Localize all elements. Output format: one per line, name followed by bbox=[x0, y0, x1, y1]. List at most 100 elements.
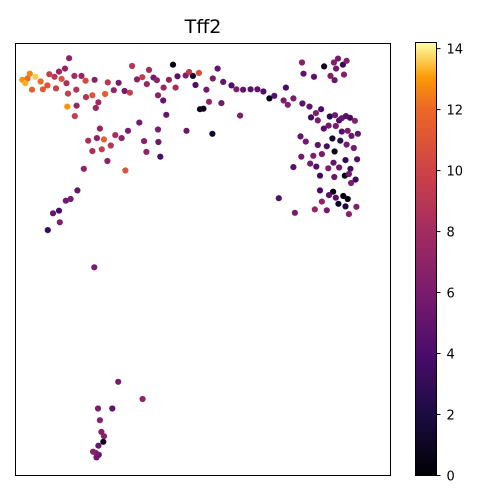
data-point bbox=[318, 151, 325, 158]
data-point bbox=[183, 127, 190, 134]
data-point bbox=[307, 160, 314, 167]
data-point bbox=[254, 86, 261, 93]
data-point bbox=[220, 78, 227, 85]
data-point bbox=[104, 79, 111, 86]
data-point bbox=[339, 61, 346, 68]
data-point bbox=[240, 86, 247, 93]
data-point bbox=[186, 68, 193, 76]
data-point bbox=[126, 89, 133, 96]
data-point bbox=[139, 74, 146, 81]
data-point bbox=[95, 99, 102, 106]
data-point bbox=[345, 211, 352, 218]
data-point bbox=[121, 87, 128, 95]
data-point bbox=[344, 195, 351, 203]
data-point bbox=[344, 127, 351, 134]
data-point bbox=[336, 164, 343, 171]
data-point bbox=[330, 59, 337, 66]
data-point bbox=[312, 110, 319, 117]
data-point bbox=[82, 77, 89, 84]
data-point bbox=[141, 138, 148, 145]
data-point bbox=[290, 95, 297, 102]
data-point bbox=[340, 192, 347, 200]
data-point bbox=[311, 206, 318, 213]
data-point bbox=[91, 264, 98, 271]
data-point bbox=[314, 117, 321, 124]
data-point bbox=[228, 82, 235, 89]
data-point bbox=[348, 132, 355, 139]
colorbar-tick-label: 0 bbox=[447, 470, 455, 485]
colorbar-tick-label: 12 bbox=[447, 104, 464, 119]
data-point bbox=[37, 78, 44, 85]
data-point bbox=[218, 100, 225, 107]
data-point bbox=[58, 75, 65, 82]
data-point bbox=[169, 61, 177, 68]
data-point bbox=[323, 207, 330, 214]
data-point bbox=[64, 90, 72, 97]
data-point bbox=[282, 84, 289, 91]
data-point bbox=[91, 76, 98, 83]
data-point bbox=[298, 59, 306, 66]
data-point bbox=[260, 88, 267, 95]
data-point bbox=[28, 86, 36, 93]
data-point bbox=[196, 106, 204, 113]
data-point bbox=[154, 126, 162, 133]
data-point bbox=[330, 188, 337, 195]
data-point bbox=[129, 62, 136, 70]
data-point bbox=[350, 144, 357, 152]
data-point bbox=[343, 141, 350, 148]
data-point bbox=[160, 84, 167, 91]
data-point bbox=[310, 152, 317, 159]
data-point bbox=[145, 66, 153, 73]
data-point bbox=[337, 137, 344, 144]
data-point bbox=[284, 101, 291, 108]
data-point bbox=[100, 136, 108, 143]
data-point bbox=[95, 442, 102, 449]
data-point bbox=[327, 72, 334, 79]
data-point bbox=[330, 159, 337, 166]
data-point bbox=[157, 153, 164, 160]
data-point bbox=[44, 227, 51, 234]
data-point bbox=[347, 165, 354, 172]
data-point bbox=[275, 195, 282, 202]
data-point bbox=[52, 85, 60, 92]
data-point bbox=[122, 167, 129, 174]
data-point bbox=[172, 84, 179, 91]
chart-title: Tff2 bbox=[184, 16, 222, 38]
data-point bbox=[100, 433, 108, 440]
data-point bbox=[290, 164, 297, 171]
data-point bbox=[343, 57, 350, 64]
data-point bbox=[155, 138, 162, 146]
data-point bbox=[353, 203, 360, 210]
data-point bbox=[143, 81, 150, 88]
data-point bbox=[214, 65, 221, 72]
data-point bbox=[354, 130, 361, 137]
colorbar bbox=[415, 42, 437, 476]
data-point bbox=[80, 165, 87, 172]
data-point bbox=[205, 98, 213, 105]
data-point bbox=[133, 76, 141, 83]
data-point bbox=[143, 148, 150, 155]
data-point bbox=[313, 163, 320, 170]
data-point bbox=[318, 198, 325, 205]
data-point bbox=[62, 197, 69, 204]
data-point bbox=[320, 125, 327, 132]
data-point bbox=[153, 77, 160, 84]
data-point bbox=[94, 405, 102, 412]
data-point bbox=[189, 72, 196, 79]
data-point bbox=[352, 176, 359, 183]
data-point bbox=[96, 417, 103, 424]
colorbar-ticks: 0 2 4 6 8 10 12 14 bbox=[436, 43, 464, 485]
data-point bbox=[115, 378, 122, 385]
data-point bbox=[51, 73, 58, 80]
data-point bbox=[299, 100, 306, 107]
data-point bbox=[82, 94, 90, 101]
data-point bbox=[102, 90, 109, 98]
data-point bbox=[71, 113, 78, 120]
data-point bbox=[160, 97, 167, 104]
data-point bbox=[345, 170, 352, 178]
colorbar-tick-label: 10 bbox=[447, 165, 464, 180]
data-point bbox=[280, 97, 287, 104]
data-point bbox=[78, 72, 85, 79]
data-point bbox=[112, 132, 119, 139]
data-point bbox=[342, 157, 349, 164]
